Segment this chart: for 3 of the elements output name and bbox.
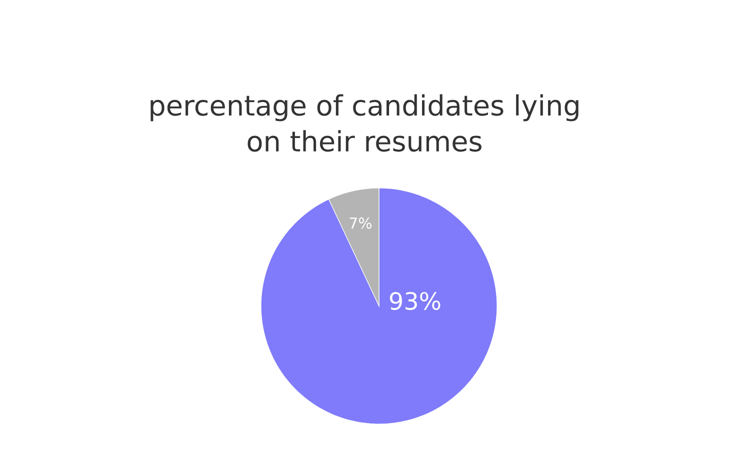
chart-title: percentage of candidates lying on their resumes: [150, 94, 578, 152]
data-label: 93%: [390, 292, 440, 310]
data-label: 7%: [350, 217, 372, 229]
